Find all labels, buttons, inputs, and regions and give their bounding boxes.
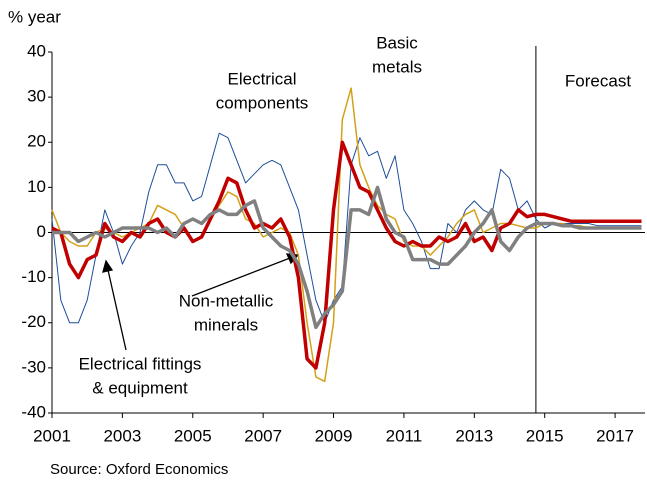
- annotation: metals: [372, 57, 422, 76]
- y-tick-label: 30: [27, 87, 46, 106]
- annotation: Electrical fittings: [79, 354, 202, 373]
- y-tick-label: -20: [21, 312, 46, 331]
- y-tick-label: 40: [27, 41, 46, 60]
- y-tick-label: 20: [27, 132, 46, 151]
- x-tick-label: 2013: [455, 426, 493, 445]
- annotation: components: [216, 93, 309, 112]
- annotation: Forecast: [565, 71, 631, 90]
- series-line: [51, 140, 642, 370]
- annotation: minerals: [194, 315, 258, 334]
- arrow-head: [102, 259, 114, 273]
- x-tick-label: 2009: [315, 426, 353, 445]
- series-line: [51, 132, 642, 324]
- y-tick-label: 0: [37, 222, 46, 241]
- annotation: Electrical: [228, 69, 297, 88]
- y-tick-label: -10: [21, 267, 46, 286]
- y-tick-label: -40: [21, 402, 46, 421]
- y-axis-label: % year: [8, 7, 61, 26]
- x-tick-label: 2007: [244, 426, 282, 445]
- x-tick-label: 2011: [386, 426, 423, 445]
- source: Source: Oxford Economics: [50, 461, 228, 478]
- x-tick-label: 2003: [103, 426, 141, 445]
- arrow: [107, 269, 127, 351]
- x-tick-label: 2017: [596, 426, 634, 445]
- arrow: [191, 257, 291, 297]
- annotation: Basic: [376, 33, 418, 52]
- x-tick-label: 2005: [174, 426, 212, 445]
- x-tick-label: 2001: [33, 426, 71, 445]
- y-tick-label: 10: [27, 177, 46, 196]
- y-tick-label: -30: [21, 357, 46, 376]
- annotation: Non-metallic: [179, 291, 274, 310]
- annotation: & equipment: [92, 378, 188, 397]
- x-tick-label: 2015: [526, 426, 564, 445]
- series-line: [52, 185, 642, 330]
